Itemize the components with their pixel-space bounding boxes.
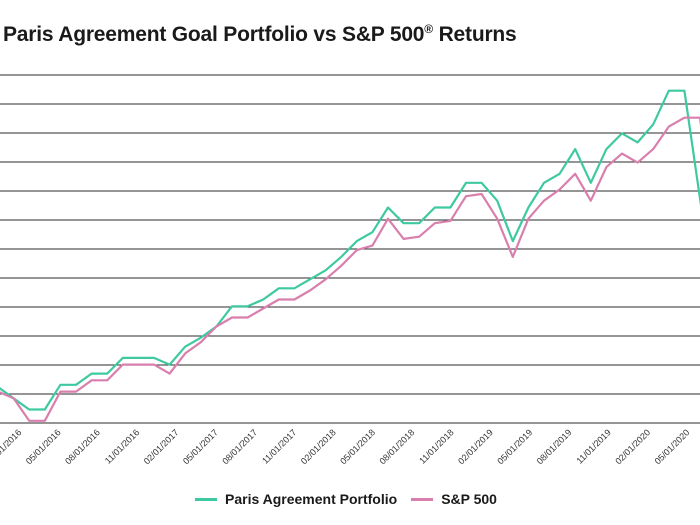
- legend-label-sp500: S&P 500: [441, 491, 497, 507]
- x-tick-label: 08/01/2018: [377, 427, 416, 466]
- x-tick-label: 05/01/2020: [653, 427, 692, 466]
- legend-swatch-sp500: [411, 497, 434, 501]
- x-tick-label: 05/01/2019: [495, 427, 534, 466]
- x-tick-label: 02/01/2020: [613, 427, 652, 466]
- legend-swatch-paris: [195, 497, 217, 501]
- x-tick-label: 02/01/2019: [456, 427, 495, 466]
- legend-item-paris: Paris Agreement Portfolio: [195, 491, 397, 507]
- registered-mark: ®: [424, 22, 433, 36]
- x-tick-label: 05/01/2017: [181, 427, 220, 466]
- chart-title: Paris Agreement Goal Portfolio vs S&P 50…: [3, 22, 517, 47]
- chart-legend: Paris Agreement Portfolio S&P 500: [195, 491, 497, 507]
- x-tick-label: 02/01/2017: [142, 427, 181, 466]
- x-tick-label: 02/01/2016: [0, 427, 23, 466]
- x-tick-label: 11/01/2018: [417, 427, 455, 465]
- series-line-paris: [0, 89, 700, 411]
- x-tick-label: 05/01/2018: [338, 427, 377, 466]
- x-tick-label: 05/01/2016: [24, 427, 63, 466]
- x-tick-label: 08/01/2019: [535, 427, 574, 466]
- legend-item-sp500: S&P 500: [411, 491, 497, 507]
- x-tick-label: 08/01/2016: [63, 427, 102, 466]
- x-tick-label: 11/01/2017: [260, 427, 298, 465]
- series-line-sp500: [0, 116, 700, 422]
- x-tick-label: 08/01/2017: [220, 427, 259, 466]
- line-chart: 02/01/2016 05/01/2016 08/01/2016 11/01/2016…: [0, 74, 700, 466]
- chart-title-suffix: Returns: [432, 23, 517, 46]
- legend-label-paris: Paris Agreement Portfolio: [225, 491, 398, 507]
- x-tick-label: 11/01/2016: [103, 427, 141, 465]
- x-tick-label: 02/01/2018: [299, 427, 338, 466]
- chart-title-text: Paris Agreement Goal Portfolio vs S&P 50…: [3, 23, 425, 46]
- x-tick-label: 11/01/2019: [574, 427, 612, 465]
